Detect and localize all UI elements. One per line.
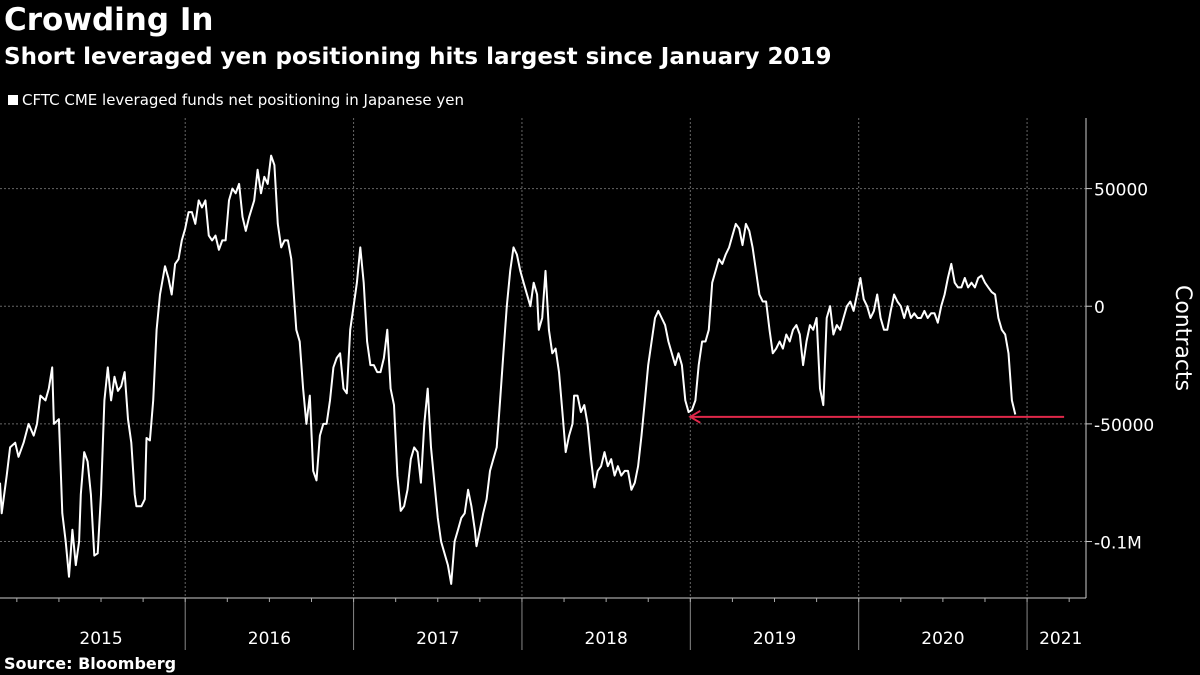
legend: CFTC CME leveraged funds net positioning… — [8, 91, 464, 109]
x-tick-label: 2016 — [248, 629, 291, 649]
chart-title: Crowding In — [4, 2, 214, 38]
annotation-layer — [688, 409, 1065, 424]
x-tick-label: 2018 — [585, 629, 628, 649]
x-tick-label: 2021 — [1039, 629, 1082, 649]
grid-layer — [0, 118, 1086, 598]
x-tick-label: 2020 — [921, 629, 964, 649]
x-tick-label: 2017 — [416, 629, 459, 649]
x-tick-label: 2015 — [79, 629, 122, 649]
legend-label: CFTC CME leveraged funds net positioning… — [22, 91, 465, 109]
source-note: Source: Bloomberg — [4, 654, 177, 673]
y-tick-label: -0.1M — [1094, 534, 1142, 554]
annotation-arrow-head — [688, 409, 701, 424]
y-tick-label: 50000 — [1094, 181, 1148, 201]
x-tick-label: 2019 — [753, 629, 796, 649]
legend-swatch — [8, 95, 18, 105]
axis-layer: 50000 0 -50000 -0.1M 2015 2016 2017 2018 2019 202… — [0, 118, 1195, 650]
y-tick-label: 0 — [1094, 298, 1105, 318]
chart-subtitle: Short leveraged yen positioning hits lar… — [4, 44, 832, 70]
y-tick-label: -50000 — [1094, 416, 1154, 436]
y-axis-title: Contracts — [1170, 285, 1195, 391]
series-line — [0, 154, 1017, 585]
data-layer — [0, 154, 1017, 585]
